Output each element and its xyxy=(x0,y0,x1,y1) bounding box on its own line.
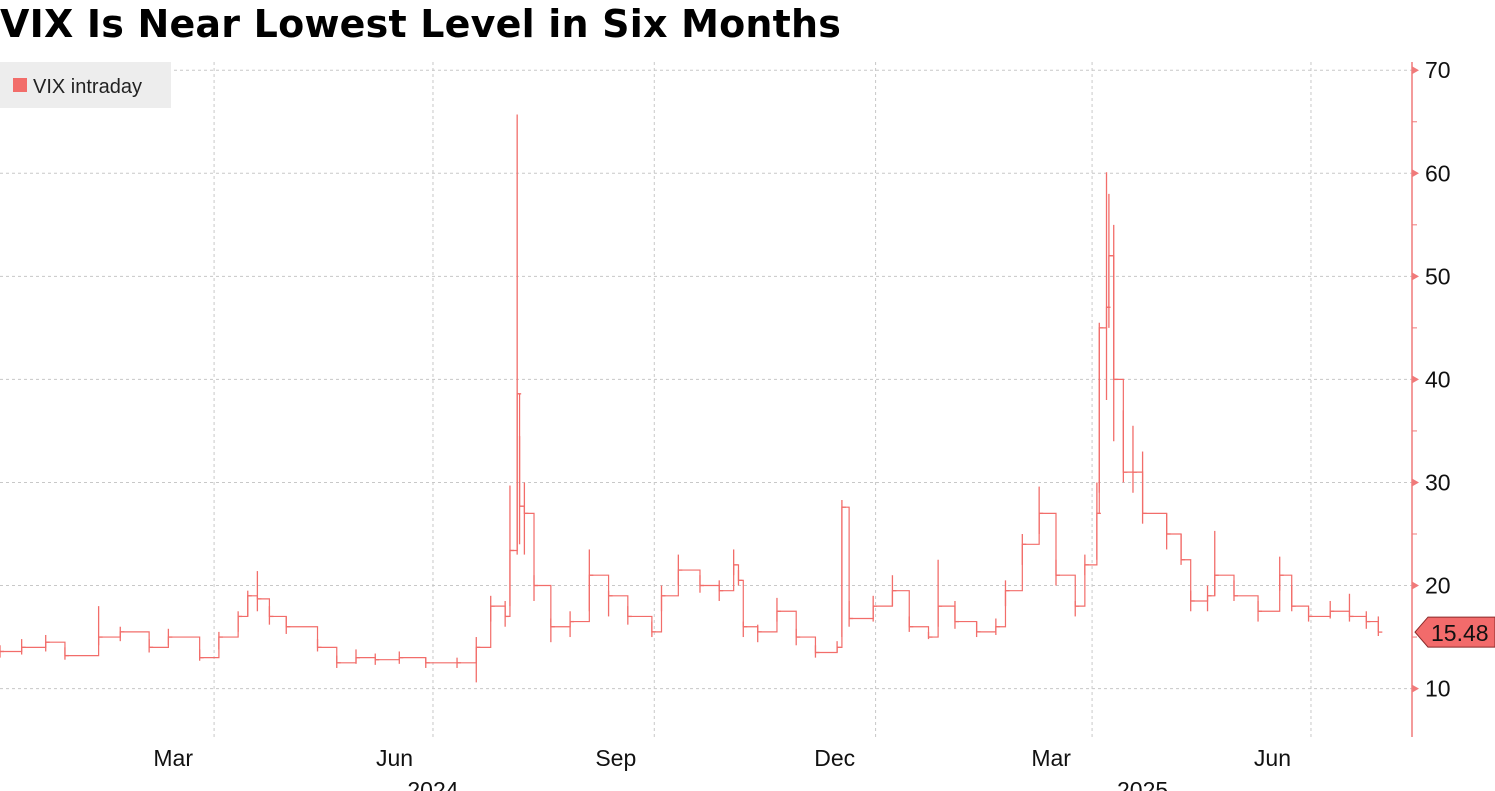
y-tick-mark xyxy=(1412,581,1419,590)
y-tick-mark xyxy=(1412,66,1419,75)
y-tick-mark xyxy=(1412,169,1419,178)
legend-swatch xyxy=(13,78,27,92)
legend-background xyxy=(0,62,171,108)
last-value-label: 15.48 xyxy=(1431,620,1489,646)
last-value-badge xyxy=(1414,616,1495,648)
x-year-label: 2025 xyxy=(1117,777,1168,791)
y-tick-mark xyxy=(1412,375,1419,384)
x-tick-label: Dec xyxy=(814,745,855,771)
y-tick-label: 60 xyxy=(1425,160,1451,186)
x-tick-label: Sep xyxy=(595,745,636,771)
y-tick-mark xyxy=(1412,478,1419,487)
y-tick-label: 40 xyxy=(1425,366,1451,392)
y-tick-label: 20 xyxy=(1425,573,1451,599)
chart-title: VIX Is Near Lowest Level in Six Months xyxy=(0,2,842,46)
y-tick-label: 30 xyxy=(1425,469,1451,495)
y-tick-label: 10 xyxy=(1425,676,1451,702)
x-tick-label: Jun xyxy=(1254,745,1291,771)
legend: VIX intraday xyxy=(0,62,171,108)
series-line xyxy=(0,255,1379,664)
x-tick-label: Mar xyxy=(1031,745,1071,771)
legend-label: VIX intraday xyxy=(33,76,142,98)
y-tick-mark xyxy=(1412,272,1419,281)
x-tick-label: Mar xyxy=(153,745,193,771)
gridlines xyxy=(0,62,1412,737)
series-vix-intraday xyxy=(0,114,1383,683)
y-tick-label: 70 xyxy=(1425,57,1451,83)
x-year-label: 2024 xyxy=(407,777,458,791)
y-tick-label: 50 xyxy=(1425,263,1451,289)
x-tick-label: Jun xyxy=(376,745,413,771)
y-tick-mark xyxy=(1412,684,1419,693)
axes: 10 20 30 40 50 60 70 Mar Jun Sep Dec Mar Jun 2024 2025… xyxy=(153,57,1495,791)
